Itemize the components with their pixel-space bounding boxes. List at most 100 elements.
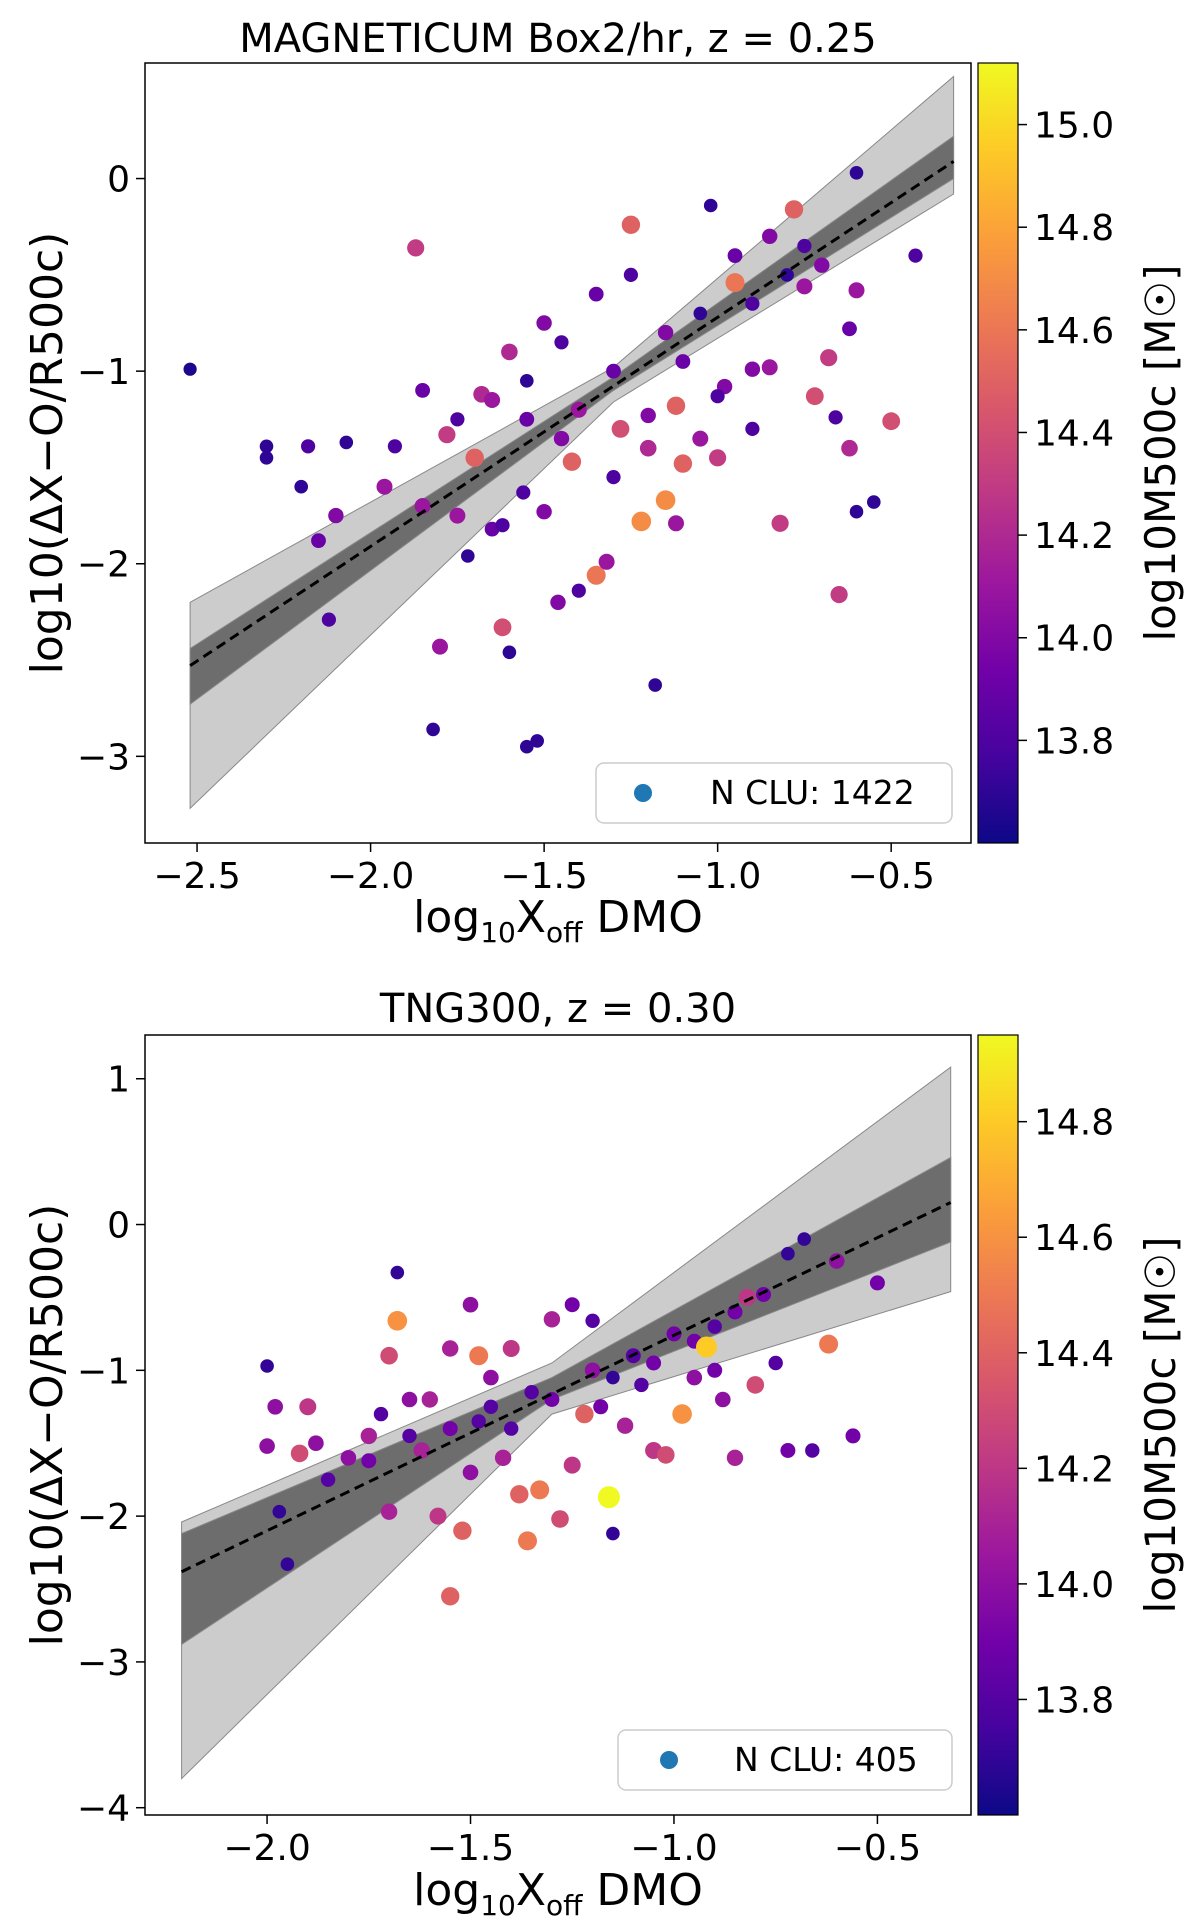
scatter-point xyxy=(692,430,709,447)
scatter-point xyxy=(551,1510,569,1528)
colorbar-tick-label: 13.8 xyxy=(1034,1680,1114,1721)
scatter-point xyxy=(376,478,393,495)
scatter-points xyxy=(183,166,923,754)
colorbar-tick-label: 14.8 xyxy=(1034,208,1114,249)
legend-box: N CLU: 405 xyxy=(617,1729,953,1791)
scatter-point xyxy=(780,1443,796,1458)
legend-label: N CLU: 1422 xyxy=(710,773,915,812)
scatter-point xyxy=(710,389,725,404)
x-tick-label: −1.0 xyxy=(674,856,761,897)
scatter-point xyxy=(421,1391,438,1408)
scatter-point xyxy=(738,1288,756,1306)
scatter-point xyxy=(402,1428,417,1444)
x-axis-label: log10Xoff DMO xyxy=(413,1865,703,1922)
scatter-point xyxy=(469,1346,489,1366)
scatter-point xyxy=(564,1297,580,1313)
fit-line xyxy=(180,1201,952,1574)
scatter-point xyxy=(442,1421,458,1437)
scatter-point xyxy=(784,200,804,219)
scatter-point xyxy=(606,1370,620,1385)
scatter-point xyxy=(432,638,448,655)
colorbar xyxy=(977,62,1019,844)
x-tick-label: −0.5 xyxy=(834,1828,921,1869)
scatter-point xyxy=(442,1340,459,1357)
colorbar-tick-label: 14.0 xyxy=(1034,1565,1114,1606)
scatter-point xyxy=(780,268,794,282)
colorbar-ticks: 13.8 14.0 14.2 14.4 14.6 14.8 15.0 xyxy=(1018,106,1114,762)
scatter-point xyxy=(429,1507,447,1525)
scatter-point xyxy=(631,511,652,532)
scatter-point xyxy=(841,439,858,457)
scatter-point xyxy=(597,1486,620,1509)
scatter-point xyxy=(869,1275,885,1291)
scatter-point xyxy=(727,248,743,263)
scatter-point xyxy=(867,495,881,509)
scatter-point xyxy=(373,1406,389,1422)
scatter-point xyxy=(259,451,274,465)
chart-title: TNG300, z = 0.30 xyxy=(379,986,736,1032)
scatter-point xyxy=(726,1449,744,1467)
scatter-point xyxy=(311,533,326,548)
scatter-point xyxy=(390,1265,405,1280)
scatter-point xyxy=(518,1531,537,1551)
scatter-point xyxy=(504,1421,519,1436)
scatter-point xyxy=(414,498,431,514)
scatter-point xyxy=(606,470,621,485)
legend-box: N CLU: 1422 xyxy=(595,762,953,824)
colorbar-tick-label: 14.6 xyxy=(1034,1218,1114,1259)
scatter-point xyxy=(544,1392,560,1407)
scatter-point xyxy=(183,362,197,376)
chart-tng300: TNG300, z = 0.30 −2.0 −1.5 −1.0 −0.5 −4 −3 −2… xyxy=(22,986,1185,1922)
scatter-point xyxy=(598,553,615,570)
x-axis-label: log10Xoff DMO xyxy=(413,892,703,949)
chart-magneticum: MAGNETICUM Box2/hr, z = 0.25 −2.5 −2.0 −1.… xyxy=(22,16,1185,949)
scatter-point xyxy=(536,315,552,331)
scatter-point xyxy=(819,1334,839,1354)
scatter-point xyxy=(524,1385,539,1400)
scatter-point xyxy=(672,1404,692,1424)
confidence-bands xyxy=(181,1066,952,1780)
scatter-point xyxy=(550,594,566,610)
scatter-point xyxy=(361,1453,377,1469)
scatter-point xyxy=(675,354,691,369)
scatter-point xyxy=(845,1428,861,1444)
scatter-point xyxy=(611,420,630,438)
x-tick-label: −1.0 xyxy=(630,1828,717,1869)
scatter-point xyxy=(725,273,745,293)
scatter-point xyxy=(510,1485,529,1504)
scatter-point xyxy=(501,343,518,361)
scatter-point xyxy=(563,1456,581,1474)
scatter-point xyxy=(648,678,662,692)
scatter-point xyxy=(536,504,552,520)
x-tick-label: −2.0 xyxy=(327,856,414,897)
scatter-point xyxy=(453,1521,472,1540)
scatter-point xyxy=(797,1232,811,1246)
scatter-point xyxy=(462,1464,479,1481)
colorbar-tick-label: 14.2 xyxy=(1034,516,1114,557)
outer-band xyxy=(181,1066,952,1780)
scatter-point xyxy=(301,439,316,454)
y-axis-label: log10(ΔX−O/R500c) xyxy=(22,1204,73,1647)
scatter-point xyxy=(640,407,656,424)
y-axis-ticks: −3 −2 −1 0 xyxy=(77,160,145,778)
scatter-point xyxy=(820,349,838,367)
scatter-point xyxy=(340,1450,357,1466)
scatter-point xyxy=(575,1404,594,1424)
scatter-point xyxy=(553,430,570,447)
scatter-point xyxy=(462,1296,479,1313)
x-tick-label: −1.5 xyxy=(427,1828,514,1869)
scatter-point xyxy=(259,439,274,454)
scatter-point xyxy=(328,507,344,524)
scatter-point xyxy=(387,1311,408,1331)
scatter-point xyxy=(520,739,534,754)
scatter-point xyxy=(585,1313,600,1329)
scatter-point xyxy=(562,452,582,471)
scatter-point xyxy=(762,228,778,244)
regression-line xyxy=(189,160,955,667)
colorbar-label: log10M500c [M☉] xyxy=(1136,1237,1185,1614)
scatter-point xyxy=(673,454,693,473)
scatter-point xyxy=(646,1355,662,1371)
colorbar-label: log10M500c [M☉] xyxy=(1136,265,1185,642)
y-tick-label: 0 xyxy=(107,1206,130,1247)
